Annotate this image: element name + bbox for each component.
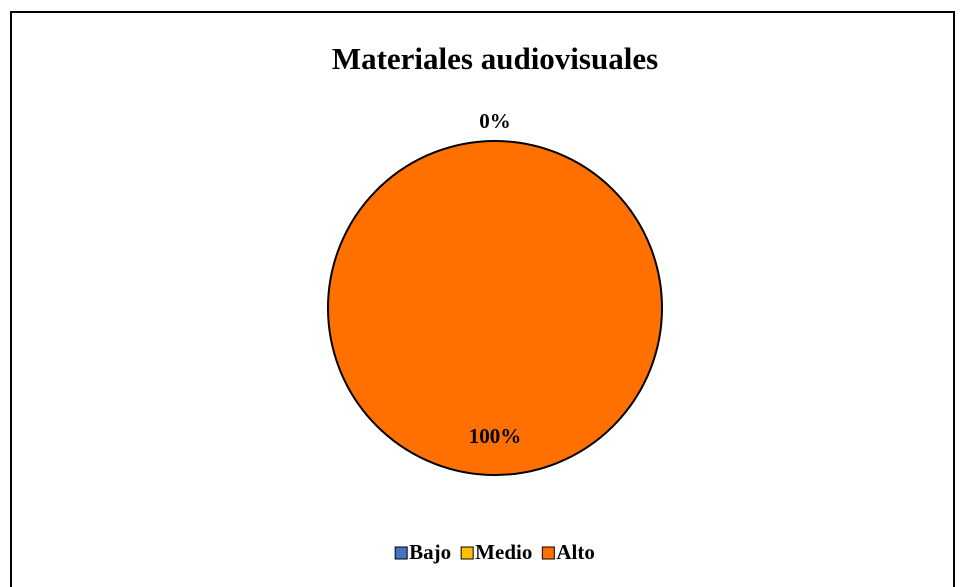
legend-swatch — [541, 546, 555, 560]
chart-title: Materiales audiovisuales — [332, 41, 658, 76]
legend-label: Alto — [556, 540, 595, 564]
legend-swatch — [394, 546, 408, 560]
legend-swatch — [460, 546, 474, 560]
pie-slice — [327, 140, 663, 476]
legend-label: Medio — [475, 540, 532, 564]
data-label: 100% — [469, 424, 522, 448]
data-label: 0% — [479, 109, 511, 133]
legend-label: Bajo — [409, 540, 451, 564]
